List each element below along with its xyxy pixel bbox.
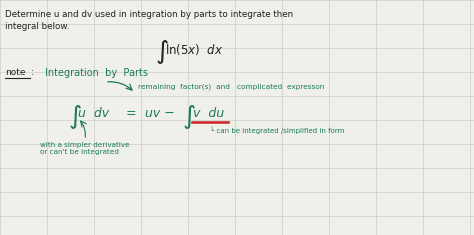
Text: note: note — [5, 68, 26, 77]
Text: :: : — [31, 68, 34, 77]
Text: remaining  factor(s)  and   complicated  expresson: remaining factor(s) and complicated expr… — [138, 83, 324, 90]
Text: $\int$: $\int$ — [182, 103, 196, 131]
Text: Integration  by  Parts: Integration by Parts — [45, 68, 148, 78]
Text: u  dv: u dv — [78, 107, 109, 120]
Text: $\int$: $\int$ — [68, 103, 82, 131]
Text: $\ln(5x)$  $dx$: $\ln(5x)$ $dx$ — [165, 42, 223, 57]
Text: integral below.: integral below. — [5, 22, 69, 31]
Text: uv −: uv − — [145, 107, 175, 120]
Text: Determine u and dv used in integration by parts to integrate then: Determine u and dv used in integration b… — [5, 10, 293, 19]
Text: with a simpler derivative
or can't be integrated: with a simpler derivative or can't be in… — [40, 142, 129, 155]
Text: └ can be integrated /simplified in form: └ can be integrated /simplified in form — [210, 126, 345, 134]
Text: v  du: v du — [193, 107, 224, 120]
Text: $\int$: $\int$ — [155, 38, 169, 66]
Text: =: = — [126, 107, 137, 120]
